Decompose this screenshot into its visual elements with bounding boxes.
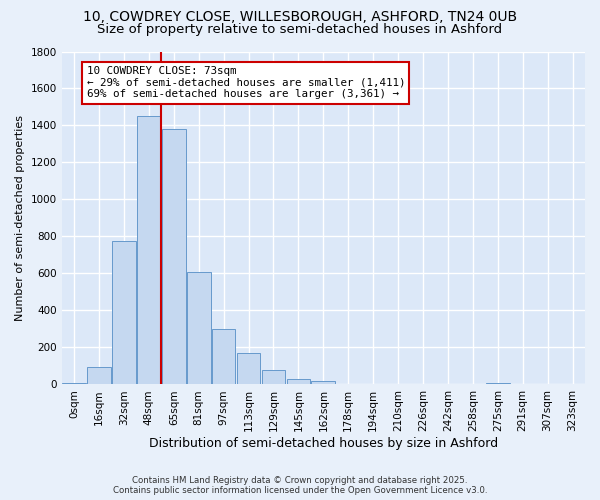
Text: 10, COWDREY CLOSE, WILLESBOROUGH, ASHFORD, TN24 0UB: 10, COWDREY CLOSE, WILLESBOROUGH, ASHFOR… (83, 10, 517, 24)
Bar (112, 241, 136, 384)
Text: Contains HM Land Registry data © Crown copyright and database right 2025.
Contai: Contains HM Land Registry data © Crown c… (113, 476, 487, 495)
Text: 10 COWDREY CLOSE: 73sqm
← 29% of semi-detached houses are smaller (1,411)
69% of: 10 COWDREY CLOSE: 73sqm ← 29% of semi-de… (86, 66, 405, 100)
Bar (87, 367, 111, 384)
Bar (486, 382, 509, 384)
Bar (287, 379, 310, 384)
X-axis label: Distribution of semi-detached houses by size in Ashford: Distribution of semi-detached houses by … (149, 437, 498, 450)
Bar (162, 129, 185, 384)
Bar (262, 370, 286, 384)
Text: Size of property relative to semi-detached houses in Ashford: Size of property relative to semi-detach… (97, 22, 503, 36)
Y-axis label: Number of semi-detached properties: Number of semi-detached properties (15, 115, 25, 321)
Bar (311, 381, 335, 384)
Bar (237, 353, 260, 384)
Bar (187, 272, 211, 384)
Bar (137, 116, 161, 384)
Bar (212, 329, 235, 384)
Bar (62, 382, 86, 384)
